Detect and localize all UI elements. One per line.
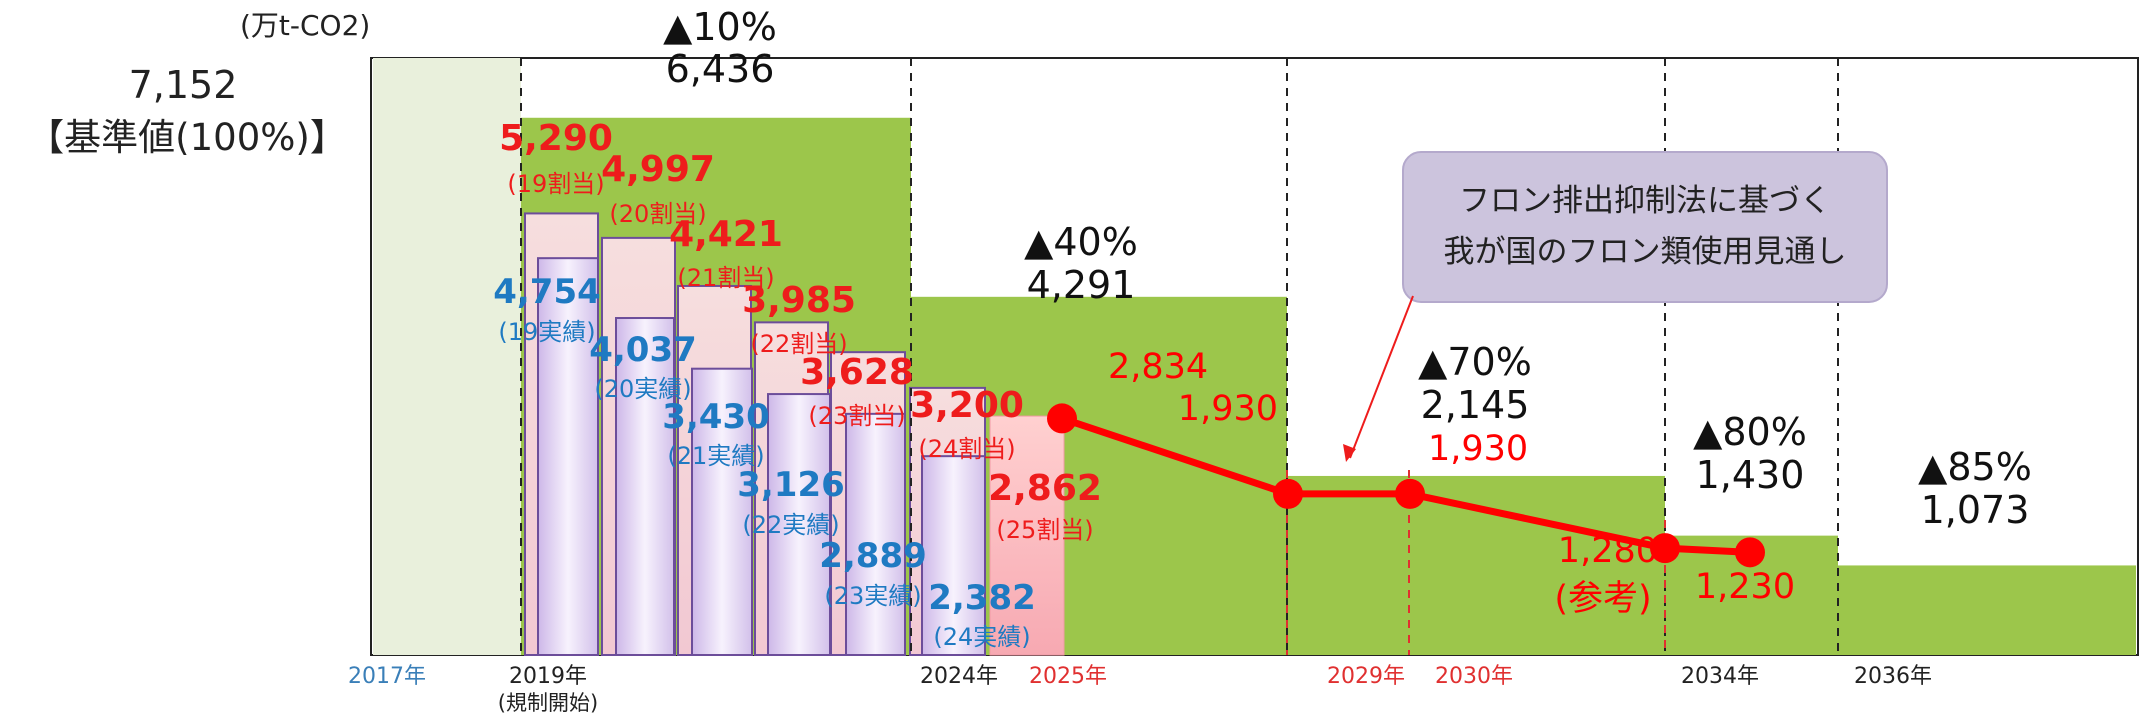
outlook-value-label: 1,280: [1558, 531, 1658, 571]
outlook-value-label: 2,834: [1108, 347, 1208, 387]
allocation-value-label: 2,862: [988, 468, 1102, 509]
cap-reduction-label: ▲70%: [1418, 340, 1532, 384]
year-sublabel: (規制開始): [498, 691, 598, 715]
actual-value-label: 3,126: [737, 465, 845, 505]
allocation-note-label: (24割当): [918, 435, 1015, 463]
year-label: 2029年: [1327, 664, 1405, 689]
actual-bar: [921, 455, 986, 656]
outlook-point: [1273, 478, 1303, 509]
actual-note-label: (20実績): [594, 375, 691, 403]
allocation-note-label: (21割当): [677, 264, 774, 292]
cap-value-label: 4,291: [1027, 263, 1136, 307]
actual-bar: [691, 367, 753, 656]
allocation-note-label: (22割当): [750, 330, 847, 358]
cap-reduction-label: ▲80%: [1693, 410, 1807, 454]
allocation-bar: [989, 415, 1065, 656]
outlook-point: [1735, 537, 1765, 568]
allocation-value-label: 4,421: [669, 214, 783, 255]
baseline-caption: 【基準値(100%)】: [27, 116, 347, 159]
actual-note-label: (19実績): [498, 318, 595, 346]
actual-note-label: (22実績): [742, 511, 839, 539]
actual-value-label: 2,889: [819, 536, 927, 576]
baseline-band: [373, 58, 521, 655]
outlook-point: [1395, 478, 1425, 509]
actual-value-label: 4,037: [589, 330, 697, 370]
year-label: 2017年: [348, 664, 426, 689]
year-label: 2036年: [1854, 664, 1932, 689]
callout-arrowhead: [1343, 444, 1356, 462]
year-label: 2025年: [1029, 664, 1107, 689]
actual-note-label: (24実績): [933, 623, 1030, 651]
outlook-point: [1650, 533, 1680, 564]
cap-reduction-label: ▲40%: [1024, 220, 1138, 264]
cap-value-label: 6,436: [666, 47, 775, 91]
allocation-note-label: (23割当): [808, 402, 905, 430]
cap-value-label: 2,145: [1421, 383, 1530, 427]
actual-bar: [845, 412, 906, 657]
allocation-note-label: (25割当): [996, 516, 1093, 544]
allocation-value-label: 5,290: [499, 118, 613, 159]
callout-line-2: 我が国のフロン類使用見通し: [1444, 234, 1847, 270]
baseline-value: 7,152: [129, 63, 238, 107]
outlook-value-label: 1,930: [1428, 429, 1528, 469]
actual-bar: [615, 317, 675, 656]
year-label: 2030年: [1435, 664, 1513, 689]
callout-pointer: [1349, 295, 1414, 459]
outlook-point: [1047, 403, 1077, 434]
cap-value-label: 1,430: [1696, 453, 1805, 497]
cap-value-label: 1,073: [1921, 488, 2030, 532]
actual-note-label: (21実績): [667, 442, 764, 470]
callout-line-1: フロン排出抑制法に基づく: [1459, 183, 1831, 219]
actual-bar: [767, 393, 831, 656]
allocation-value-label: 4,997: [601, 149, 715, 190]
outlook-callout: フロン排出抑制法に基づく 我が国のフロン類使用見通し: [1343, 151, 1888, 462]
outlook-value-label: 1,230: [1695, 567, 1795, 607]
unit-label: (万t-CO2): [240, 9, 370, 42]
actual-value-label: 4,754: [493, 272, 601, 312]
cap-reduction-label: ▲10%: [663, 5, 777, 49]
year-label: 2019年: [509, 664, 587, 689]
year-label: 2034年: [1681, 664, 1759, 689]
outlook-note-label: (参考): [1554, 579, 1651, 619]
allocation-value-label: 3,628: [800, 352, 914, 393]
actual-value-label: 2,382: [928, 578, 1036, 618]
cap-reduction-label: ▲85%: [1918, 445, 2032, 489]
allocation-note-label: (19割当): [507, 170, 604, 198]
outlook-value-label: 1,930: [1178, 389, 1278, 429]
allocation-value-label: 3,200: [910, 385, 1024, 426]
actual-value-label: 3,430: [662, 397, 770, 437]
cap-band-2036-: [1838, 565, 2136, 655]
allocation-value-label: 3,985: [742, 280, 856, 321]
year-label: 2024年: [920, 664, 998, 689]
actual-note-label: (23実績): [824, 582, 921, 610]
actual-bar: [537, 257, 599, 656]
allocation-note-label: (20割当): [609, 200, 706, 228]
